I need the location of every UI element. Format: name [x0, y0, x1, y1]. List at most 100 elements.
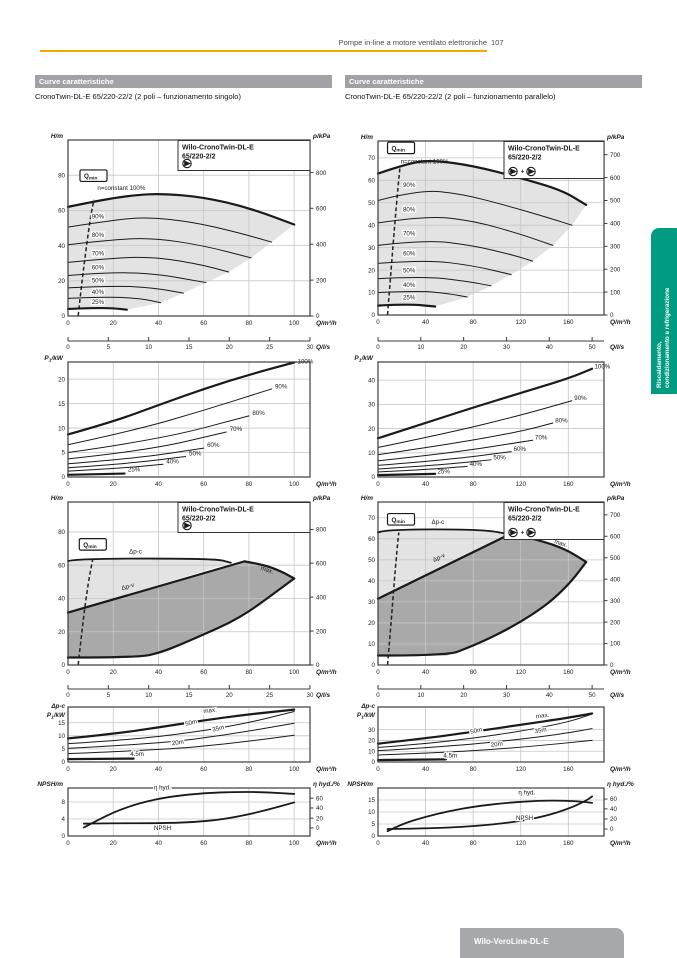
pump-icon	[182, 158, 192, 169]
right-tick-label: 20	[316, 815, 323, 822]
x-tick-label: 100	[289, 840, 300, 847]
curve	[377, 728, 593, 752]
section-bar-right: Curve caratteristiche	[345, 75, 642, 88]
secondary-tick-label: 10	[417, 692, 424, 699]
curve	[66, 708, 296, 740]
curve	[67, 256, 230, 273]
qmin-label: Qmin	[392, 145, 406, 153]
right-tick-label: 0	[610, 312, 614, 319]
curve-label: 25%	[128, 467, 141, 474]
secondary-tick-label: 0	[66, 692, 70, 699]
right-tick-label: 200	[610, 266, 621, 273]
pump-icon	[526, 166, 536, 177]
right-tick-label: 500	[610, 555, 621, 562]
x-tick-label: 100	[289, 320, 300, 327]
plus-sign: +	[521, 530, 525, 537]
x-tick-label: 0	[66, 320, 70, 327]
y-axis-title: H/m	[361, 495, 374, 502]
x-tick-label: 0	[66, 481, 70, 488]
curve	[67, 431, 227, 460]
curve-label: 40%	[92, 289, 105, 296]
x-axis-title: Q/m³/h	[610, 319, 631, 326]
y-tick-label: 30	[368, 727, 375, 734]
x-tick-label: 80	[470, 481, 477, 488]
x-tick-label: 20	[110, 669, 117, 676]
secondary-tick-label: 20	[460, 344, 467, 351]
x-tick-label: 120	[516, 481, 527, 488]
curve	[66, 560, 246, 614]
x-tick-label: 120	[516, 840, 527, 847]
y-axis-title: NPSH/m	[347, 781, 373, 788]
chart-title-line1: Wilo-CronoTwin-DL-E	[508, 146, 580, 153]
curve-label: 50%	[493, 454, 506, 461]
y-axis-title: H/m	[51, 495, 64, 502]
curve	[377, 400, 573, 448]
right-tick-label: 100	[610, 641, 621, 648]
curve	[376, 532, 513, 600]
curve	[377, 713, 593, 748]
y-axis-title: P1/kW	[47, 712, 66, 720]
secondary-tick-label: 15	[186, 344, 193, 351]
curve	[386, 799, 594, 833]
right-tick-label: 700	[610, 152, 621, 159]
curve-label: 60%	[514, 446, 527, 453]
pump-icon	[508, 527, 518, 538]
y-tick-label: 70	[368, 515, 375, 522]
right-tick-label: 600	[610, 533, 621, 540]
curve	[377, 241, 534, 262]
curve-label: 25%	[403, 295, 416, 302]
x-tick-label: 80	[470, 669, 477, 676]
right-tick-label: 600	[316, 560, 327, 567]
y-tick-label: 20	[368, 426, 375, 433]
curve-label: n=constant 100%	[97, 185, 145, 192]
y-axis-title: H/m	[361, 134, 374, 141]
x-axis-title: Q/m³/h	[610, 669, 631, 676]
chapter-tab-label: Riscaldamento, condizionamento e refrige…	[651, 228, 677, 394]
curve	[82, 791, 296, 829]
y-tick-label: 10	[368, 748, 375, 755]
right-tick-label: 500	[610, 198, 621, 205]
curve-label: 80%	[403, 207, 416, 214]
curve-label: NPSH	[154, 825, 171, 832]
curve-label: 90%	[92, 213, 105, 220]
right-tick-label: 200	[610, 619, 621, 626]
right-tick-label: 800	[316, 170, 327, 177]
y-tick-label: 4	[62, 816, 66, 823]
curve-label: 4.5m	[130, 751, 144, 758]
qmin-label: Qmin	[84, 173, 98, 181]
secondary-tick-label: 30	[307, 344, 314, 351]
right-axis-title: p/kPa	[312, 495, 331, 502]
x-tick-label: 0	[376, 840, 380, 847]
x-tick-label: 0	[66, 840, 70, 847]
x-axis-title: Q/m³/h	[610, 840, 631, 847]
x-tick-label: 40	[422, 319, 429, 326]
page-number: 107	[491, 38, 504, 47]
x-tick-label: 160	[563, 319, 574, 326]
section-bar-left-label: Curve caratteristiche	[39, 77, 114, 86]
curve-label: 25%	[92, 299, 105, 306]
curve-label: 20m	[171, 739, 184, 748]
qmin-badge	[78, 537, 107, 551]
curve	[66, 361, 296, 436]
x-axis-title: Q/m³/h	[316, 320, 337, 327]
curve-label: 50%	[189, 450, 202, 457]
curve-label: 40%	[403, 282, 416, 289]
y-tick-label: 15	[58, 720, 65, 727]
curve	[376, 712, 594, 745]
right-tick-label: 600	[316, 205, 327, 212]
x-tick-label: 80	[245, 481, 252, 488]
secondary-tick-label: 5	[107, 692, 111, 699]
secondary-tick-label: 20	[226, 692, 233, 699]
secondary-tick-label: 30	[503, 692, 510, 699]
y-tick-label: 40	[58, 596, 65, 603]
header-title: Pompe in-line a motore ventilato elettro…	[338, 38, 487, 47]
secondary-axis-title: Q/l/s	[316, 344, 330, 351]
curve	[67, 463, 164, 472]
x-tick-label: 20	[110, 320, 117, 327]
right-tick-label: 0	[316, 825, 320, 832]
y-tick-label: 0	[372, 662, 376, 669]
chart-title-box	[177, 502, 311, 533]
y-tick-label: 50	[368, 200, 375, 207]
chart-R5: 0 5 10 15 0 40 80 120 160 Q/m³/h NPSH/m 0 20 40 60 η hy…	[347, 781, 634, 847]
y-tick-label: 60	[58, 562, 65, 569]
